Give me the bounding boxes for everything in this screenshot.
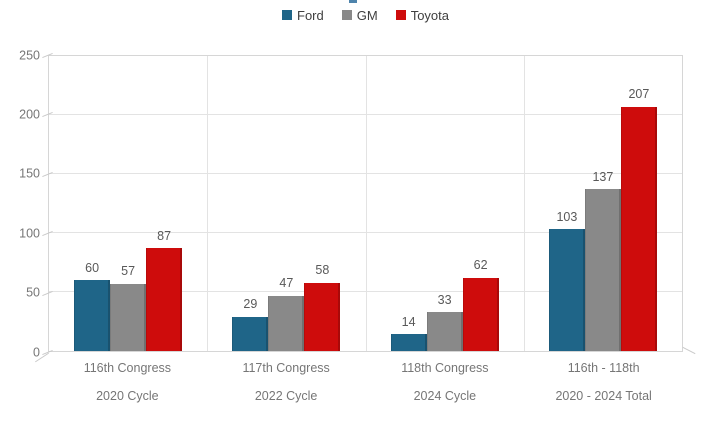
axis-corner-tick-right	[682, 346, 696, 355]
category-label-3: 118th Congress 2024 Cycle	[366, 362, 525, 402]
category-label-2: 117th Congress 2022 Cycle	[207, 362, 366, 402]
category-label-line2: 2022 Cycle	[254, 388, 318, 403]
value-label-ford-group3: 14	[401, 314, 416, 329]
value-label-ford-group4: 103	[556, 209, 578, 224]
legend-item-gm: GM	[341, 7, 378, 23]
gridline-x-3	[523, 56, 525, 351]
bar-ford-group2: 29	[232, 298, 269, 351]
value-label-gm-group4: 137	[592, 169, 614, 184]
y-tick-label-200: 200	[19, 107, 40, 122]
category-label-line1: 117th Congress	[242, 361, 330, 375]
cropped-title-fragment	[349, 0, 357, 3]
y-axis: 0 50 100 150 200 250	[0, 49, 40, 358]
value-label-gm-group1: 57	[121, 264, 136, 279]
value-label-toyota-group2: 58	[315, 263, 330, 278]
bar-ford-group4: 103	[548, 211, 585, 351]
category-label-4: 116th - 118th 2020 - 2024 Total	[524, 362, 683, 402]
legend-swatch-toyota	[395, 10, 406, 20]
value-label-toyota-group1: 87	[157, 228, 172, 243]
legend-item-toyota: Toyota	[395, 7, 449, 23]
category-group-4: 103 137 207	[524, 56, 682, 351]
bar-toyota-group3: 62	[462, 259, 499, 351]
bar-toyota-group4: 207	[620, 88, 657, 351]
category-label-line2: 2024 Cycle	[413, 388, 477, 403]
bar-toyota-group1: 87	[146, 230, 183, 351]
value-label-ford-group2: 29	[243, 297, 258, 312]
category-group-2: 29 47 58	[207, 56, 365, 351]
bar-gm-group3: 33	[426, 294, 463, 351]
value-label-toyota-group4: 207	[628, 87, 650, 102]
chart-legend: Ford GM Toyota	[48, 6, 683, 24]
legend-label-toyota: Toyota	[410, 7, 449, 23]
legend-label-gm: GM	[356, 7, 378, 23]
legend-item-ford: Ford	[282, 8, 324, 23]
category-label-line2: 2020 Cycle	[96, 388, 159, 403]
bar-ford-group3: 14	[390, 316, 427, 351]
legend-label-ford: Ford	[297, 7, 324, 23]
y-tick-label-150: 150	[19, 166, 40, 181]
bar-ford-group1: 60	[74, 262, 111, 351]
category-label-line1: 118th Congress	[401, 361, 489, 375]
y-tick-label-100: 100	[19, 225, 40, 240]
y-tick-label-250: 250	[19, 47, 40, 62]
bar-gm-group1: 57	[110, 265, 147, 351]
x-axis: 116th Congress 2020 Cycle 117th Congress 20…	[48, 362, 683, 402]
y-tick-label-0: 0	[33, 344, 40, 359]
value-label-gm-group3: 33	[437, 292, 452, 307]
gridline-x-1	[207, 56, 209, 351]
bar-gm-group4: 137	[584, 171, 621, 351]
legend-swatch-gm	[341, 10, 352, 20]
bar-gm-group2: 47	[268, 277, 305, 351]
category-group-1: 60 57 87	[49, 56, 207, 351]
bar-toyota-group2: 58	[304, 264, 341, 351]
y-tick-label-50: 50	[26, 285, 40, 300]
category-label-1: 116th Congress 2020 Cycle	[48, 362, 207, 402]
category-group-3: 14 33 62	[366, 56, 524, 351]
category-label-line1: 116th Congress	[83, 361, 172, 375]
category-label-line2: 2020 - 2024 Total	[555, 388, 652, 403]
category-label-line1: 116th - 118th	[567, 361, 640, 375]
legend-swatch-ford	[282, 10, 292, 20]
gridline-x-2	[365, 56, 367, 351]
plot-area: 60 57 87 29 47 58 14 33 62 103 137 207	[48, 55, 683, 352]
value-label-ford-group1: 60	[85, 260, 100, 275]
value-label-gm-group2: 47	[279, 276, 294, 291]
value-label-toyota-group3: 62	[473, 258, 488, 273]
